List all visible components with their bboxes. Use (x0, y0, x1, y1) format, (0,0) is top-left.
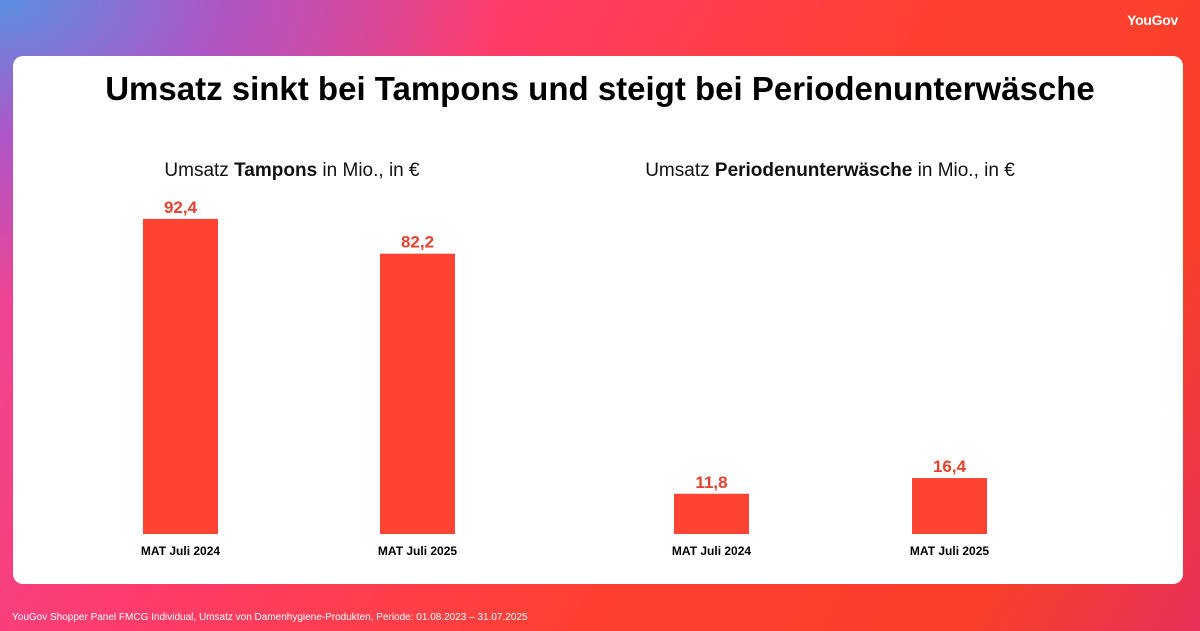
chart-title-periodenunterwaesche: Umsatz Periodenunterwäsche in Mio., in € (645, 160, 1015, 181)
source-footnote: YouGov Shopper Panel FMCG Individual, Um… (12, 612, 528, 623)
bar (380, 253, 455, 534)
data-label: 92,4 (164, 198, 198, 217)
page-title: Umsatz sinkt bei Tampons und steigt bei … (105, 70, 1095, 107)
category-label: MAT Juli 2025 (910, 544, 989, 558)
chart-title-tampons: Umsatz Tampons in Mio., in € (164, 160, 420, 181)
data-label: 82,2 (401, 233, 434, 252)
data-label: 16,4 (933, 457, 967, 476)
category-label: MAT Juli 2025 (378, 544, 457, 558)
yougov-logo: YouGov (1127, 12, 1178, 28)
bar (143, 218, 218, 534)
data-label: 11,8 (695, 473, 727, 492)
bar (912, 478, 987, 534)
category-label: MAT Juli 2024 (672, 544, 751, 558)
category-label: MAT Juli 2024 (141, 544, 220, 558)
bar (674, 493, 749, 534)
